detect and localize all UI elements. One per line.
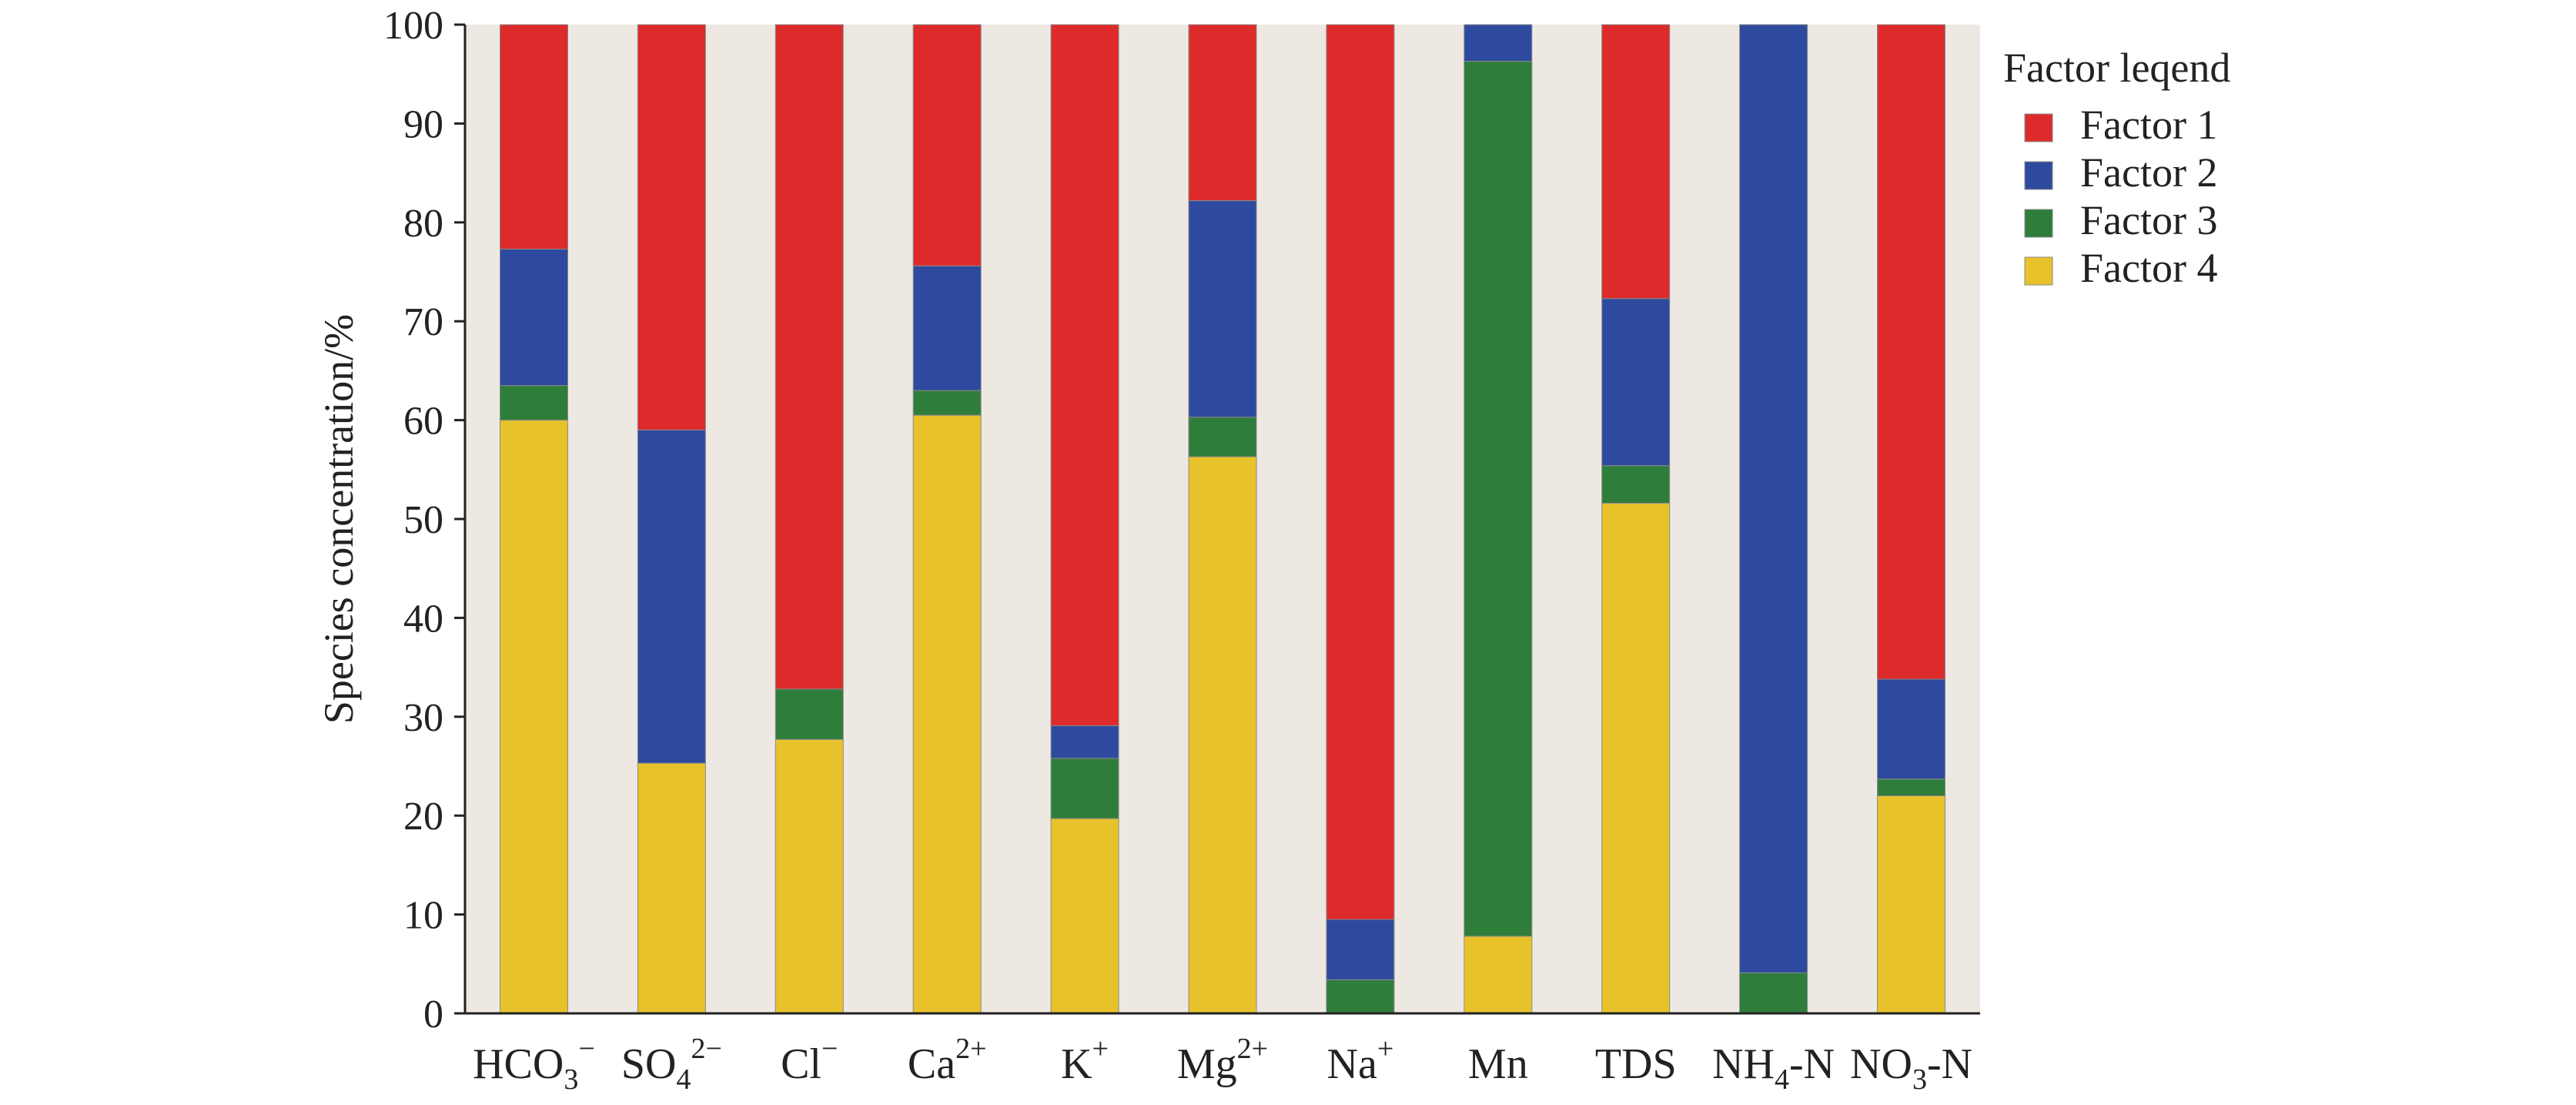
bar-segment-factor-3-9 xyxy=(1739,972,1808,1014)
legend-swatch-factor-1 xyxy=(2024,113,2053,142)
bar-segment-factor-2-10 xyxy=(1877,678,1945,780)
bar-segment-factor-3-5 xyxy=(1188,417,1257,457)
bar-segment-factor-4-8 xyxy=(1601,503,1671,1014)
bar-segment-factor-1-1 xyxy=(637,24,706,430)
legend-label-factor-1: Factor 1 xyxy=(2080,102,2217,148)
bar-segment-factor-4-0 xyxy=(500,420,568,1014)
bar-segment-factor-3-0 xyxy=(500,385,568,421)
bar-segment-factor-4-7 xyxy=(1464,936,1533,1014)
y-axis-label: Species concentration/% xyxy=(316,314,362,724)
bar-segment-factor-3-10 xyxy=(1877,779,1945,797)
x-labels-group: HCO3− SO42− Cl− Ca2+ K+ Mg2+ Na+ Mn TDS NH4-N NO3-… xyxy=(473,1033,1972,1096)
bar-segment-factor-2-6 xyxy=(1326,919,1395,980)
bar-segment-factor-3-8 xyxy=(1601,465,1671,504)
x-category-label: Cl− xyxy=(781,1033,838,1088)
bar-segment-factor-4-4 xyxy=(1050,818,1119,1014)
bar-segment-factor-1-4 xyxy=(1050,24,1119,726)
bar-segment-factor-3-6 xyxy=(1326,979,1395,1014)
y-tick-label: 10 xyxy=(403,894,443,938)
x-category-label: Ca2+ xyxy=(908,1033,987,1088)
bar-segment-factor-3-2 xyxy=(774,688,844,740)
x-category-label: NH4-N xyxy=(1712,1040,1835,1096)
y-tick-label: 50 xyxy=(403,498,443,542)
x-category-label: Mn xyxy=(1468,1040,1528,1088)
y-tick-label: 80 xyxy=(403,202,443,246)
bar-segment-factor-3-4 xyxy=(1050,758,1119,819)
y-tick-label: 0 xyxy=(423,993,443,1036)
bar-segment-factor-1-2 xyxy=(774,24,844,690)
bar-segment-factor-4-5 xyxy=(1188,456,1257,1014)
bar-segment-factor-3-3 xyxy=(912,390,982,416)
y-tick-label: 60 xyxy=(403,400,443,444)
bar-segment-factor-1-5 xyxy=(1188,24,1257,202)
bar-segment-factor-1-8 xyxy=(1601,24,1671,300)
x-category-label: SO42− xyxy=(621,1033,722,1096)
y-tick-label: 100 xyxy=(383,4,443,48)
x-category-label: TDS xyxy=(1595,1040,1677,1088)
y-tick-label: 20 xyxy=(403,795,443,839)
x-category-label: Na+ xyxy=(1327,1033,1394,1088)
x-category-label: HCO3− xyxy=(473,1033,595,1096)
x-category-label: Mg2+ xyxy=(1177,1033,1268,1088)
bar-segment-factor-1-10 xyxy=(1877,24,1945,680)
bar-segment-factor-2-7 xyxy=(1464,24,1533,62)
bar-segment-factor-1-0 xyxy=(500,24,568,249)
bar-segment-factor-2-8 xyxy=(1601,298,1671,467)
bars-group xyxy=(500,24,1945,1014)
bar-segment-factor-4-1 xyxy=(637,762,706,1014)
bar-segment-factor-4-10 xyxy=(1877,795,1945,1014)
y-tick-label: 40 xyxy=(403,597,443,641)
legend-title: Factor leqend xyxy=(2003,45,2230,91)
y-tick-label: 70 xyxy=(403,300,443,344)
legend-label-factor-4: Factor 4 xyxy=(2080,245,2217,291)
y-ticks-group: 0 10 20 30 40 50 60 70 80 90 100 xyxy=(383,4,465,1036)
legend-swatch-factor-4 xyxy=(2024,256,2053,286)
legend-label-factor-2: Factor 2 xyxy=(2080,149,2217,196)
bar-segment-factor-2-0 xyxy=(500,249,568,387)
bar-segment-factor-2-4 xyxy=(1050,725,1119,759)
bar-segment-factor-3-7 xyxy=(1464,61,1533,937)
y-tick-label: 90 xyxy=(403,102,443,146)
bar-segment-factor-1-6 xyxy=(1326,24,1395,920)
legend-swatch-factor-3 xyxy=(2024,209,2053,238)
x-category-label: K+ xyxy=(1061,1033,1109,1088)
bar-segment-factor-2-5 xyxy=(1188,200,1257,418)
legend-swatch-factor-2 xyxy=(2024,161,2053,190)
y-tick-label: 30 xyxy=(403,696,443,740)
bar-segment-factor-2-9 xyxy=(1739,24,1808,973)
bar-segment-factor-2-3 xyxy=(912,265,982,391)
legend-label-factor-3: Factor 3 xyxy=(2080,197,2217,243)
x-category-label: NO3-N xyxy=(1850,1040,1972,1096)
bar-segment-factor-2-1 xyxy=(637,429,706,764)
bar-segment-factor-1-3 xyxy=(912,24,982,266)
bar-segment-factor-4-3 xyxy=(912,414,982,1014)
bar-segment-factor-4-2 xyxy=(774,738,844,1014)
